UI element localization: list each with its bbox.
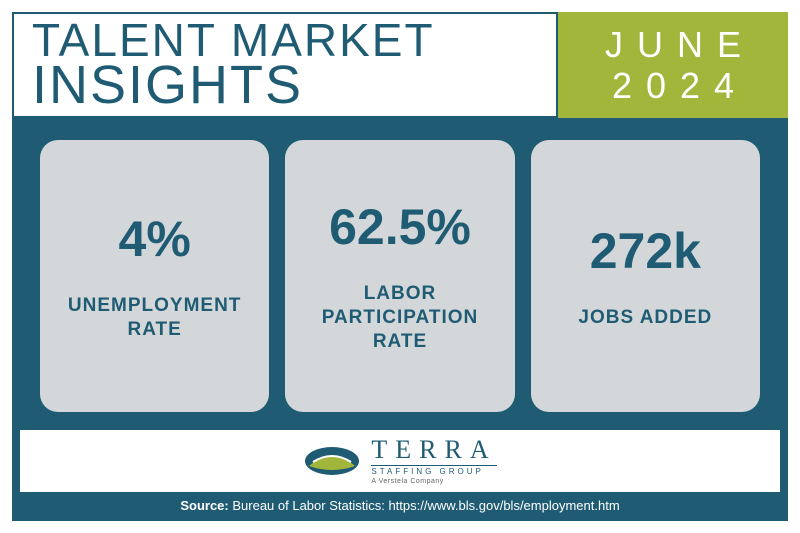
stat-label: JOBS ADDED <box>578 306 712 330</box>
logo-text: TERRA STAFFING GROUP A Verstela Company <box>371 437 496 485</box>
stat-value: 62.5% <box>329 198 471 256</box>
stat-card: 4% UNEMPLOYMENT RATE <box>40 140 269 412</box>
source-bar: Source: Bureau of Labor Statistics: http… <box>12 492 788 521</box>
stat-value: 272k <box>590 222 701 280</box>
logo-tagline: A Verstela Company <box>371 478 496 485</box>
logo-row: TERRA STAFFING GROUP A Verstela Company <box>303 437 496 485</box>
date-year: 2024 <box>598 65 748 106</box>
stat-label: LABOR PARTICIPATION RATE <box>295 282 504 353</box>
stat-card: 62.5% LABOR PARTICIPATION RATE <box>285 140 514 412</box>
logo-subtitle: STAFFING GROUP <box>371 465 496 476</box>
logo-mark-icon <box>303 444 361 478</box>
stat-label: UNEMPLOYMENT RATE <box>50 294 259 342</box>
date-block: JUNE 2024 <box>558 12 788 118</box>
logo-band: TERRA STAFFING GROUP A Verstela Company <box>20 430 780 492</box>
date-month: JUNE <box>591 24 755 65</box>
source-text: Bureau of Labor Statistics: https://www.… <box>232 498 619 513</box>
infographic-inner: TALENT MARKET INSIGHTS JUNE 2024 4% UNEM… <box>12 12 788 521</box>
source-label: Source: <box>180 498 228 513</box>
header-row: TALENT MARKET INSIGHTS JUNE 2024 <box>12 12 788 118</box>
logo-name: TERRA <box>371 437 496 463</box>
stat-value: 4% <box>119 210 191 268</box>
title-block: TALENT MARKET INSIGHTS <box>12 12 558 118</box>
title-line-2: INSIGHTS <box>32 61 556 110</box>
stat-card: 272k JOBS ADDED <box>531 140 760 412</box>
infographic-container: TALENT MARKET INSIGHTS JUNE 2024 4% UNEM… <box>0 0 800 533</box>
stat-cards: 4% UNEMPLOYMENT RATE 62.5% LABOR PARTICI… <box>12 118 788 430</box>
